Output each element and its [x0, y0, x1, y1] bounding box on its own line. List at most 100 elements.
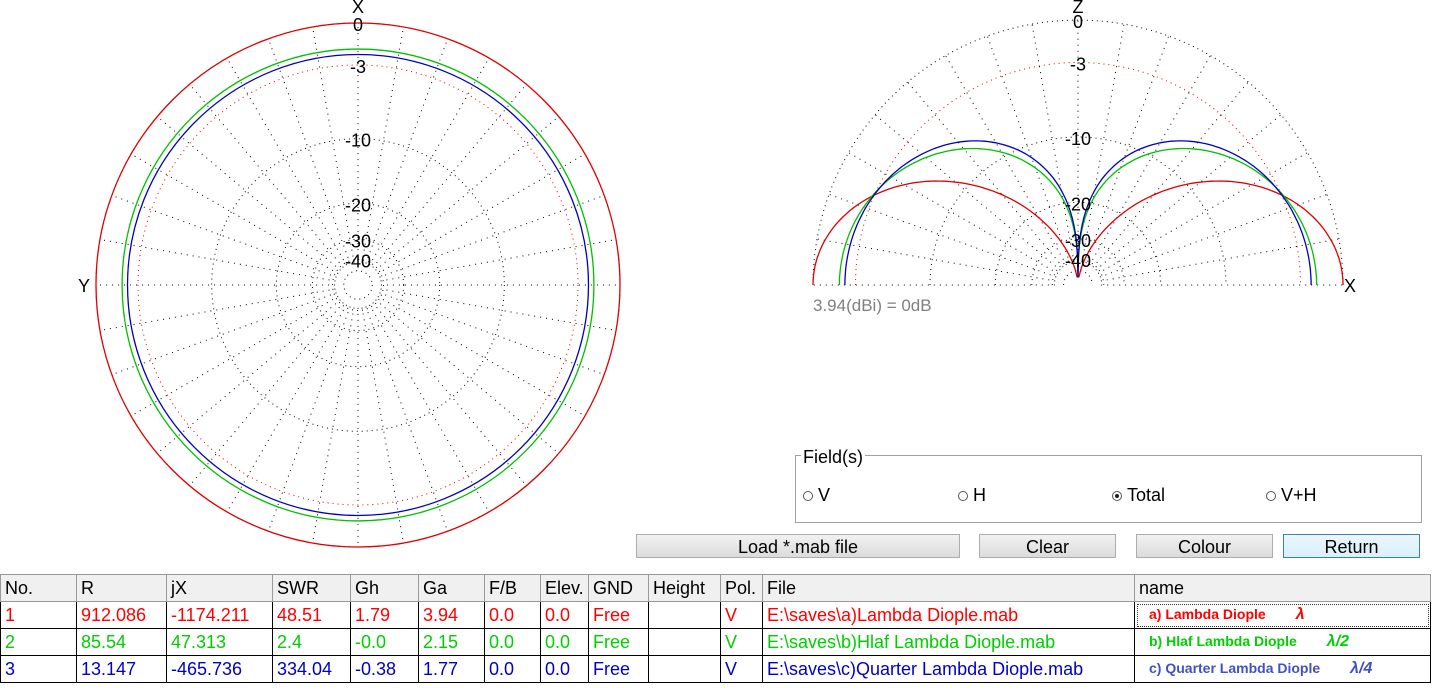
- grid-spoke: [377, 296, 586, 417]
- cell-gnd[interactable]: Free: [588, 655, 649, 683]
- field-radio-v[interactable]: V: [803, 485, 830, 506]
- grid-spoke: [267, 306, 351, 532]
- ring-label: -20: [1065, 194, 1091, 214]
- table-header-row: No. R jX SWR Gh Ga F/B Elev. GND Height …: [0, 574, 1431, 602]
- grid-spoke: [99, 288, 336, 331]
- clear-button[interactable]: Clear: [979, 534, 1116, 558]
- header-name[interactable]: name: [1134, 574, 1431, 602]
- header-file[interactable]: File: [762, 574, 1135, 602]
- header-no[interactable]: No.: [0, 574, 77, 602]
- grid-spoke: [1092, 81, 1249, 268]
- cell-no[interactable]: 1: [0, 601, 77, 629]
- load-mab-file-button[interactable]: Load *.mab file: [636, 534, 960, 558]
- cell-name[interactable]: a) Lambda Diople λ: [1134, 601, 1431, 629]
- table-row[interactable]: 1 912.086 -1174.211 48.51 1.79 3.94 0.0 …: [0, 601, 1431, 629]
- header-ga[interactable]: Ga: [418, 574, 485, 602]
- cell-swr[interactable]: 2.4: [272, 628, 351, 656]
- grid-ring: [275, 202, 441, 368]
- azimuth-trace: [95, 22, 621, 548]
- grid-spoke: [848, 152, 1059, 274]
- header-gnd[interactable]: GND: [588, 574, 649, 602]
- elevation-ring-labels: 0 -3 -10 -20 -30-40: [1065, 12, 1091, 271]
- grid-spoke: [365, 38, 449, 264]
- cell-fb[interactable]: 0.0: [484, 601, 541, 629]
- table-row[interactable]: 2 85.54 47.313 2.4 -0.0 2.15 0.0 0.0 Fre…: [0, 628, 1431, 656]
- cell-height[interactable]: [648, 628, 721, 656]
- elevation-grid: [812, 19, 1344, 286]
- header-fb[interactable]: F/B: [484, 574, 541, 602]
- elevation-axis-z-label: Z: [1073, 0, 1084, 17]
- grid-spoke: [1085, 35, 1170, 264]
- field-radio-total[interactable]: Total: [1112, 485, 1165, 506]
- grid-spoke: [380, 239, 617, 282]
- ring-label: -20: [345, 195, 371, 215]
- cell-ga[interactable]: 3.94: [418, 601, 485, 629]
- header-r[interactable]: R: [76, 574, 167, 602]
- cell-jx[interactable]: 47.313: [166, 628, 273, 656]
- grid-spoke: [369, 57, 490, 266]
- ring-label: -30: [345, 231, 371, 251]
- cell-name[interactable]: b) Hlaf Lambda Diople λ/2: [1134, 628, 1431, 656]
- header-gh[interactable]: Gh: [350, 574, 419, 602]
- grid-spoke: [267, 38, 351, 264]
- cell-fb[interactable]: 0.0: [484, 628, 541, 656]
- cell-gh[interactable]: 1.79: [350, 601, 419, 629]
- lambda-symbol: λ/2: [1326, 633, 1350, 650]
- ring-label: -3: [350, 57, 366, 77]
- header-pol[interactable]: Pol.: [720, 574, 763, 602]
- table-row[interactable]: 3 13.147 -465.736 334.04 -0.38 1.77 0.0 …: [0, 655, 1431, 683]
- cell-no[interactable]: 3: [0, 655, 77, 683]
- cell-jx[interactable]: -1174.211: [166, 601, 273, 629]
- cell-elev[interactable]: 0.0: [540, 628, 589, 656]
- cell-r[interactable]: 912.086: [76, 601, 167, 629]
- header-jx[interactable]: jX: [166, 574, 273, 602]
- grid-spoke: [1100, 238, 1340, 282]
- cell-ga[interactable]: 2.15: [418, 628, 485, 656]
- field-radio-v-plus-h[interactable]: V+H: [1266, 485, 1317, 506]
- cell-height[interactable]: [648, 601, 721, 629]
- cell-file[interactable]: E:\saves\c)Quarter Lambda Diople.mab: [762, 655, 1135, 683]
- cell-elev[interactable]: 0.0: [540, 655, 589, 683]
- cell-swr[interactable]: 334.04: [272, 655, 351, 683]
- cell-file[interactable]: E:\saves\b)Hlaf Lambda Diople.mab: [762, 628, 1135, 656]
- cell-jx[interactable]: -465.736: [166, 655, 273, 683]
- header-height[interactable]: Height: [648, 574, 721, 602]
- cell-swr[interactable]: 48.51: [272, 601, 351, 629]
- cell-fb[interactable]: 0.0: [484, 655, 541, 683]
- cell-r[interactable]: 85.54: [76, 628, 167, 656]
- azimuth-axis-y-label: Y: [78, 276, 90, 296]
- azimuth-trace: [121, 48, 595, 522]
- cell-name[interactable]: c) Quarter Lambda Diople λ/4: [1134, 655, 1431, 683]
- cell-height[interactable]: [648, 655, 721, 683]
- grid-spoke: [377, 153, 586, 274]
- cell-no[interactable]: 2: [0, 628, 77, 656]
- return-button[interactable]: Return: [1283, 534, 1420, 558]
- header-swr[interactable]: SWR: [272, 574, 351, 602]
- cell-gh[interactable]: -0.0: [350, 628, 419, 656]
- cell-gnd[interactable]: Free: [588, 628, 649, 656]
- grid-spoke: [189, 83, 344, 268]
- grid-spoke: [828, 193, 1057, 278]
- cell-pol[interactable]: V: [720, 655, 763, 683]
- grid-spoke: [372, 302, 527, 487]
- cell-ga[interactable]: 1.77: [418, 655, 485, 683]
- cell-gnd[interactable]: Free: [588, 601, 649, 629]
- field-radio-h[interactable]: H: [958, 485, 986, 506]
- cell-elev[interactable]: 0.0: [540, 601, 589, 629]
- header-elev[interactable]: Elev.: [540, 574, 589, 602]
- cell-gh[interactable]: -0.38: [350, 655, 419, 683]
- grid-ring: [332, 259, 384, 311]
- ring-label: -30: [1065, 231, 1091, 251]
- lambda-symbol: λ/4: [1350, 660, 1373, 677]
- cell-file[interactable]: E:\saves\a)Lambda Diople.mab: [762, 601, 1135, 629]
- cell-r[interactable]: 13.147: [76, 655, 167, 683]
- grid-spoke: [986, 35, 1071, 264]
- grid-ring: [929, 136, 1227, 286]
- colour-button[interactable]: Colour: [1136, 534, 1273, 558]
- elevation-trace: [844, 140, 1312, 285]
- grid-spoke: [1097, 152, 1308, 274]
- field-radio-h-label: H: [973, 485, 986, 505]
- grid-spoke: [945, 55, 1067, 266]
- cell-pol[interactable]: V: [720, 628, 763, 656]
- cell-pol[interactable]: V: [720, 601, 763, 629]
